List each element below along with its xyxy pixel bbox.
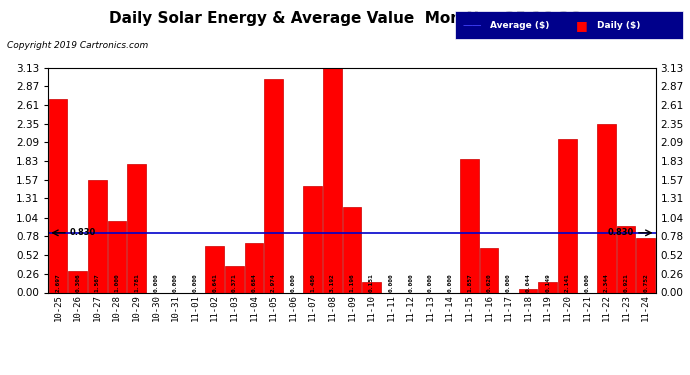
Text: 0.000: 0.000	[584, 273, 589, 292]
Text: Copyright 2019 Cartronics.com: Copyright 2019 Cartronics.com	[7, 41, 148, 50]
Bar	[264, 79, 283, 292]
Text: 1.000: 1.000	[115, 273, 119, 292]
Bar	[598, 124, 616, 292]
Bar	[304, 186, 322, 292]
Text: 1.196: 1.196	[349, 273, 355, 292]
Text: 0.000: 0.000	[506, 273, 511, 292]
Text: 0.306: 0.306	[75, 273, 80, 292]
Text: ——: ——	[462, 20, 482, 30]
Text: 1.781: 1.781	[134, 273, 139, 292]
Text: ■: ■	[576, 19, 588, 32]
Text: 0.752: 0.752	[643, 273, 648, 292]
Text: 0.151: 0.151	[369, 273, 374, 292]
Bar	[362, 282, 381, 292]
Text: Daily Solar Energy & Average Value  Mon Nov 25 16:26: Daily Solar Energy & Average Value Mon N…	[109, 11, 581, 26]
Text: 0.830: 0.830	[608, 228, 634, 237]
Bar	[88, 180, 106, 292]
Bar	[245, 243, 264, 292]
Text: Daily ($): Daily ($)	[597, 21, 640, 30]
Bar	[127, 165, 146, 292]
Text: 0.684: 0.684	[251, 273, 257, 292]
Bar	[519, 290, 538, 292]
Bar	[343, 207, 361, 292]
Text: 0.000: 0.000	[173, 273, 178, 292]
Text: 0.000: 0.000	[290, 273, 295, 292]
Text: 3.192: 3.192	[330, 273, 335, 292]
Text: 0.830: 0.830	[70, 228, 96, 237]
Text: 0.000: 0.000	[193, 273, 198, 292]
Text: 0.000: 0.000	[428, 273, 433, 292]
Text: 0.000: 0.000	[154, 273, 159, 292]
Text: 2.697: 2.697	[56, 273, 61, 292]
Text: 0.000: 0.000	[408, 273, 413, 292]
Bar	[68, 270, 87, 292]
Text: 0.620: 0.620	[486, 273, 491, 292]
Bar	[108, 220, 126, 292]
Text: 2.344: 2.344	[604, 273, 609, 292]
Text: 2.974: 2.974	[271, 273, 276, 292]
Text: 0.921: 0.921	[624, 273, 629, 292]
Text: 1.567: 1.567	[95, 273, 100, 292]
Bar	[636, 238, 655, 292]
Text: 0.641: 0.641	[213, 273, 217, 292]
Text: Average ($): Average ($)	[490, 21, 549, 30]
Text: 0.149: 0.149	[545, 273, 550, 292]
Text: 2.141: 2.141	[565, 273, 570, 292]
Text: 0.371: 0.371	[232, 273, 237, 292]
Bar	[480, 248, 498, 292]
Bar	[558, 139, 577, 292]
Bar	[206, 246, 224, 292]
Bar	[49, 99, 68, 292]
Bar	[538, 282, 557, 292]
Bar	[617, 226, 635, 292]
Text: 0.044: 0.044	[526, 273, 531, 292]
Bar	[460, 159, 479, 292]
Text: 0.000: 0.000	[447, 273, 453, 292]
Text: 0.000: 0.000	[388, 273, 393, 292]
Bar	[323, 63, 342, 292]
Text: 1.480: 1.480	[310, 273, 315, 292]
Bar	[225, 266, 244, 292]
Text: 1.857: 1.857	[467, 273, 472, 292]
